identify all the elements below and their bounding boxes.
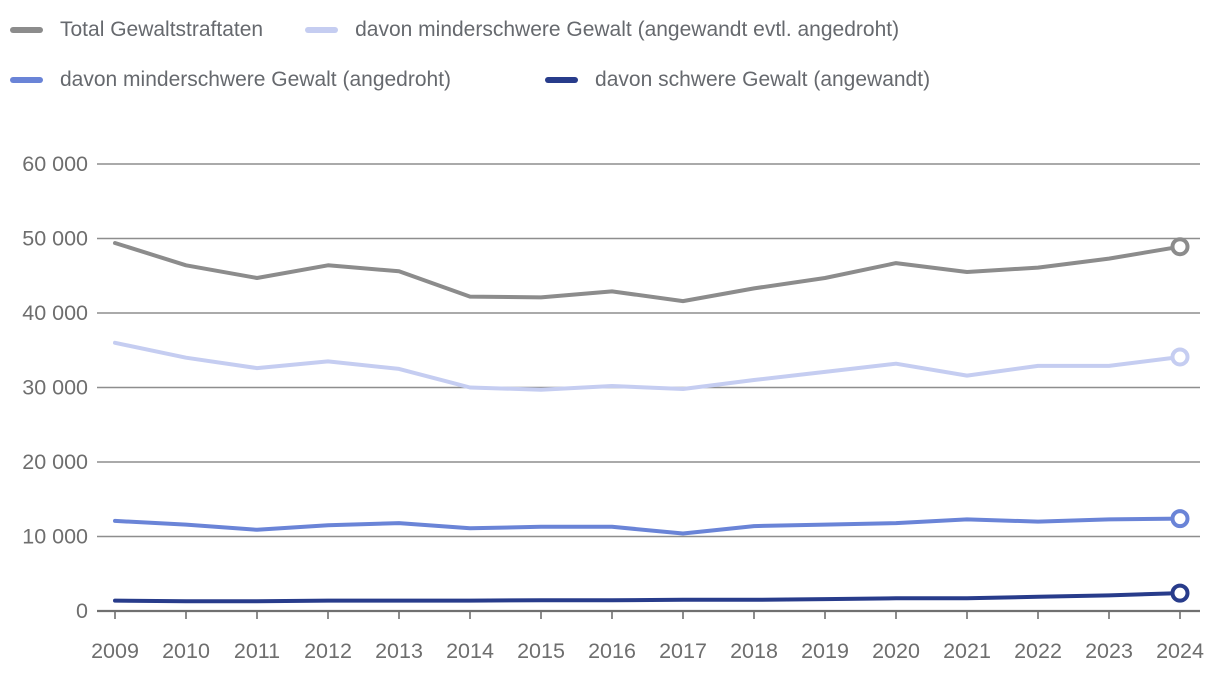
x-tick-label: 2017: [659, 639, 707, 663]
y-tick-label: 0: [76, 599, 88, 623]
legend-swatch-severe: [545, 77, 579, 83]
x-tick-label: 2018: [730, 639, 778, 663]
x-tick-label: 2011: [234, 639, 280, 663]
x-tick-label: 2012: [304, 639, 352, 663]
x-tick-label: 2015: [517, 639, 565, 663]
legend-row-1: Total Gewaltstraftaten davon minderschwe…: [10, 14, 1220, 46]
x-tick-label: 2010: [162, 639, 210, 663]
x-tick-label: 2019: [801, 639, 849, 663]
series-line-2: [113, 516, 1182, 536]
legend-item-severe[interactable]: davon schwere Gewalt (angewandt): [545, 64, 930, 96]
x-tick-label: 2016: [588, 639, 636, 663]
chart-legend: Total Gewaltstraftaten davon minderschwe…: [10, 14, 1220, 96]
legend-item-minor-applied[interactable]: davon minderschwere Gewalt (angewandt ev…: [305, 14, 899, 46]
y-tick-label: 50 000: [22, 227, 88, 251]
x-tick-label: 2021: [943, 639, 991, 663]
x-tick-label: 2013: [375, 639, 423, 663]
legend-swatch-minor-applied: [305, 27, 339, 33]
series-end-marker-2: [1170, 509, 1190, 529]
series-end-marker-1: [1170, 347, 1190, 367]
x-tick-label: 2020: [872, 639, 920, 663]
y-tick-label: 20 000: [22, 450, 88, 474]
y-tick-label: 10 000: [22, 525, 88, 549]
series-line-1: [113, 340, 1182, 392]
y-tick-label: 60 000: [22, 152, 88, 176]
y-tick-label: 40 000: [22, 301, 88, 325]
x-tick-label: 2024: [1156, 639, 1204, 663]
legend-swatch-total: [10, 27, 43, 33]
legend-label-severe: davon schwere Gewalt (angewandt): [595, 68, 931, 91]
series-end-marker-3: [1170, 583, 1190, 603]
legend-label-minor-applied: davon minderschwere Gewalt (angewandt ev…: [355, 18, 900, 41]
series-end-marker-0: [1170, 237, 1190, 257]
legend-item-minor-threatened[interactable]: davon minderschwere Gewalt (angedroht): [10, 64, 451, 96]
y-tick-label: 30 000: [22, 376, 88, 400]
legend-row-2: davon minderschwere Gewalt (angedroht) d…: [10, 64, 1220, 96]
legend-item-total[interactable]: Total Gewaltstraftaten: [10, 14, 263, 46]
legend-swatch-minor-threatened: [10, 77, 43, 83]
x-tick-label: 2014: [446, 639, 494, 663]
legend-label-total: Total Gewaltstraftaten: [60, 18, 264, 41]
series-line-3: [113, 591, 1182, 604]
series-line-0: [113, 241, 1182, 304]
x-tick-label: 2009: [91, 639, 139, 663]
legend-label-minor-threatened: davon minderschwere Gewalt (angedroht): [60, 68, 452, 91]
x-tick-label: 2023: [1085, 639, 1133, 663]
x-tick-label: 2022: [1014, 639, 1062, 663]
